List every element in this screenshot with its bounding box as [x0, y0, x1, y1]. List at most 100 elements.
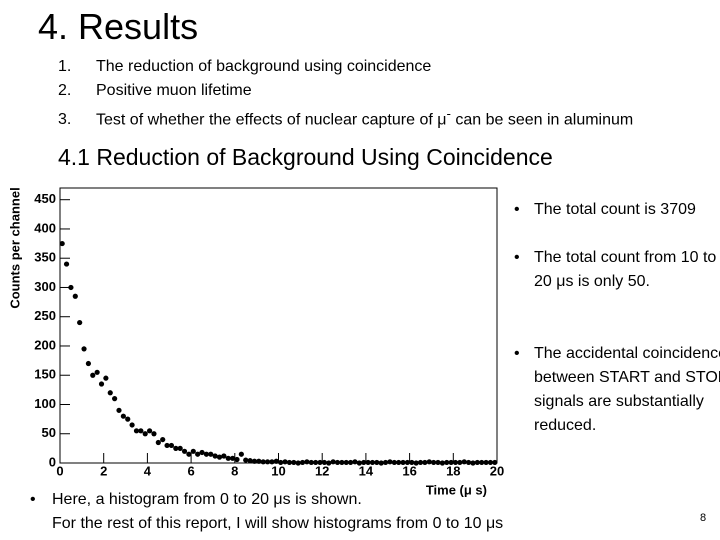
y-tick-label: 400: [34, 220, 56, 235]
point: [216, 454, 223, 460]
x-tick-label: 20: [490, 463, 504, 478]
point: [230, 455, 236, 461]
point: [181, 448, 188, 454]
point: [387, 459, 393, 465]
point: [160, 436, 166, 443]
y-tick-label: 50: [42, 425, 56, 440]
point: [221, 453, 227, 459]
y-tick-label: 350: [34, 250, 56, 265]
point: [308, 459, 314, 466]
item-text: Test of whether the effects of nuclear c…: [96, 111, 447, 129]
point: [138, 428, 144, 434]
point: [129, 422, 135, 428]
bullet: The accidental coincidence between START…: [510, 342, 720, 438]
y-tick-label: 150: [34, 367, 56, 382]
point: [146, 428, 153, 434]
point: [269, 459, 275, 465]
point: [470, 460, 476, 466]
item-number: 1.: [58, 58, 72, 75]
y-tick-label: 0: [49, 454, 56, 469]
bullet: The total count from 10 to 20 μs is only…: [510, 246, 720, 294]
point: [474, 459, 480, 466]
x-tick-label: 16: [402, 463, 416, 478]
item-text: can be seen in aluminum: [450, 111, 634, 129]
point: [396, 459, 402, 466]
y-tick-label: 200: [34, 337, 56, 352]
point: [81, 346, 87, 352]
point: [295, 460, 301, 466]
item-text: The reduction of background using coinci…: [96, 58, 432, 75]
x-tick-label: 12: [315, 463, 329, 478]
point: [260, 459, 266, 465]
point: [439, 460, 445, 466]
point: [417, 459, 424, 466]
point: [369, 459, 376, 466]
point: [282, 459, 288, 465]
point: [177, 445, 183, 451]
point: [334, 459, 341, 466]
y-tick-label: 100: [34, 396, 56, 411]
point: [452, 459, 459, 466]
page-number: 8: [700, 512, 707, 524]
point: [304, 459, 310, 465]
list-item: 1. The reduction of background using coin…: [58, 58, 431, 76]
x-tick-label: 14: [359, 463, 374, 478]
point: [431, 459, 437, 466]
slide-title: 4. Results: [38, 6, 199, 47]
y-tick-label: 450: [34, 191, 56, 206]
point: [286, 459, 293, 466]
list-item: 3. Test of whether the effects of nuclear…: [58, 106, 633, 129]
point: [155, 439, 161, 446]
point: [422, 459, 428, 466]
point: [190, 448, 196, 454]
point: [208, 451, 214, 457]
point: [365, 459, 371, 466]
superscript: -: [446, 106, 451, 121]
point: [90, 372, 96, 378]
point: [339, 459, 345, 466]
x-tick-label: 18: [446, 463, 460, 478]
note: Here, a histogram from 0 to 20 μs is sho…: [30, 488, 503, 536]
point: [348, 459, 354, 466]
point: [186, 451, 192, 457]
point: [142, 431, 148, 437]
point: [168, 442, 175, 449]
point: [278, 459, 284, 466]
point: [199, 449, 205, 456]
point: [317, 459, 323, 466]
point: [273, 458, 279, 464]
x-tick-label: 10: [271, 463, 285, 478]
point: [391, 459, 397, 466]
point: [313, 459, 319, 466]
point: [378, 460, 384, 466]
point: [251, 458, 258, 464]
point: [457, 459, 463, 466]
point: [361, 459, 367, 466]
point: [112, 396, 118, 402]
point: [374, 459, 380, 466]
point: [291, 459, 297, 466]
point: [243, 457, 249, 463]
point: [299, 459, 306, 466]
section-title: 4.1 Reduction of Background Using Coinci…: [58, 144, 553, 170]
point: [413, 460, 419, 466]
point: [330, 459, 336, 465]
x-tick-label: 6: [187, 463, 194, 478]
point: [68, 284, 74, 291]
point: [444, 459, 450, 466]
x-tick-label: 0: [56, 463, 63, 478]
point: [173, 445, 179, 451]
point: [448, 459, 454, 466]
point: [264, 459, 271, 465]
point: [479, 459, 485, 466]
item-number: 2.: [58, 82, 72, 99]
point: [326, 460, 332, 466]
point: [203, 451, 209, 457]
point: [98, 381, 105, 387]
point: [409, 459, 415, 466]
point: [133, 428, 140, 434]
point: [321, 459, 327, 466]
item-number: 3.: [58, 111, 72, 129]
